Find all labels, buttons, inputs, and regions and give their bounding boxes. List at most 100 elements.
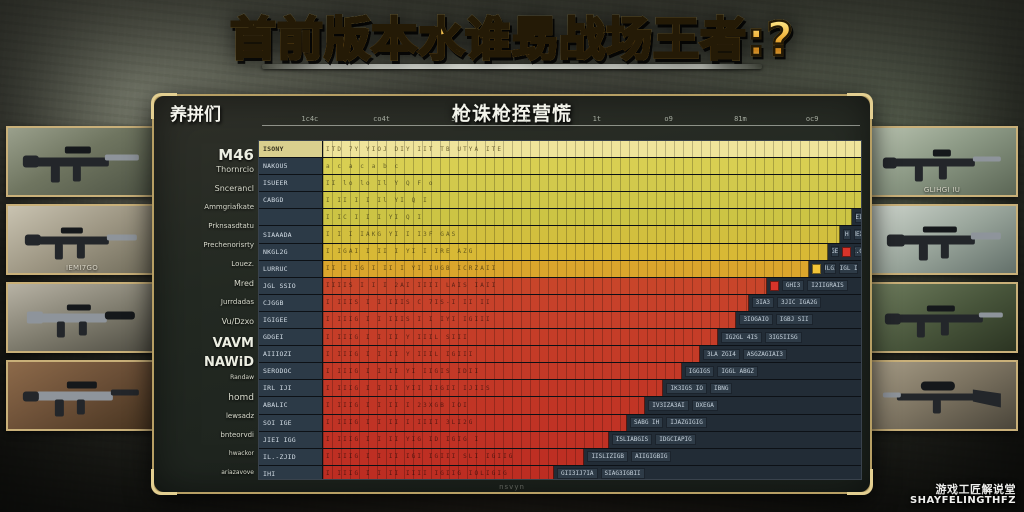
row-value-bar: II I IG I II I YI IUGB ICRZAII	[323, 260, 810, 277]
row-extra-cells: 3LA ZGI4 ASGZAGIAI3	[699, 346, 861, 363]
panel-title: 枪诛枪挃营慌	[451, 103, 572, 125]
weapon-thumbnail-column-left: IEMI7GO	[6, 126, 158, 431]
weapon-thumbnail-card[interactable]	[866, 282, 1018, 353]
bar-inline-text: I IIIG I I II YII IIGII IJIIS	[326, 384, 492, 392]
weapon-thumbnail-card[interactable]	[866, 360, 1018, 431]
row-name-cell: NAKOU5	[259, 158, 323, 175]
bar-inline-text: I I I IAKG YI I I3F GAS	[326, 231, 458, 239]
table-row[interactable]: SOI IGE I IIIG I I II I IIII 3LI2G SABG IH…	[259, 414, 861, 432]
table-row[interactable]: IL.-ZJID I IIIG I I II IGI IGIII SLI IGII…	[259, 448, 861, 466]
bar-inline-text: I IIIG I I II IGI IGIII SLI IGIIG	[326, 453, 515, 461]
panel-subtitle: 养拼们	[170, 105, 221, 125]
row-value-bar: a c a c a b c	[323, 158, 861, 175]
data-cell: IJAZGIGIG	[666, 417, 707, 429]
row-extra-cells: IV3IZA3AI DXEGA	[645, 397, 861, 414]
axis-tick: 81m	[734, 115, 747, 123]
data-cell: 3JIC IGA2G	[777, 297, 822, 309]
page-title: 首前版本水谁昮战场王者:?	[229, 3, 795, 69]
weapon-thumbnail-card[interactable]	[6, 360, 158, 431]
axis-tick: 1t	[592, 115, 602, 123]
data-cell: ASEIAC	[854, 211, 861, 223]
table-row[interactable]: I IC I I I YI Q I ASEIACI:RJ	[259, 209, 861, 227]
table-row[interactable]: IRL IJI I IIIG I I II YII IIGII IJIIS IK3I…	[259, 380, 861, 398]
sniper-scope-icon	[877, 367, 1009, 424]
gutter-label: Mred	[233, 279, 254, 288]
watermark-line-2: SHAYFELINGTHFZ	[909, 494, 1016, 506]
gutter-label: VAVM	[212, 336, 254, 351]
m4-carbine-icon	[877, 211, 1009, 268]
gutter-label: Jurrdadas	[220, 298, 254, 306]
corner-ornament-top-left	[151, 93, 177, 119]
table-row[interactable]: IHI I IIIG I I II IIII IGIIG IOLIGIG GII3I…	[259, 465, 861, 479]
data-cell: EWI.G5J	[853, 246, 861, 258]
data-cell: DXEGA	[691, 399, 718, 411]
row-name-cell: IHI	[259, 465, 323, 479]
assault-rifle-icon	[17, 367, 149, 424]
row-value-bar: IIIIS I I I 2AI IIII LAIS IAII	[323, 277, 767, 294]
weapon-thumbnail-card[interactable]	[6, 126, 158, 197]
gutter-label: M46	[218, 146, 254, 164]
smg-suppressed-icon	[17, 289, 149, 346]
data-cell: I2IIGRAIS	[807, 280, 848, 292]
row-name-cell: IGIGEE	[259, 311, 323, 329]
data-cell: IDGCIAPIG	[655, 434, 696, 446]
bar-inline-text: ITD 7Y YIOJ DIY IIT TB UTYA ITE	[326, 145, 504, 153]
row-name-cell: JGL SSIO	[259, 277, 323, 294]
gutter-label: homd	[228, 393, 254, 403]
row-value-bar: I IIIG I I II YI IIGIS IDII	[323, 363, 682, 380]
row-extra-cells: ISLIABGIS IDGCIAPIG	[608, 431, 861, 448]
data-cell: 3LA ZGI4	[702, 348, 740, 360]
axis-tick: 1c4c	[301, 115, 319, 123]
table-row[interactable]: AIIIOZI I IIIG I I II Y IIIL IGIII 3LA ZGI…	[259, 346, 861, 364]
bar-inline-text: I IGAI I II I YI I IRE AZG	[326, 248, 475, 256]
data-cell: IBNG	[709, 382, 733, 394]
rifle-red-dot-icon	[877, 133, 1009, 190]
table-row[interactable]: GDGEI I IIIG I I II Y IIIL SIII IG2GL 4IS 3…	[259, 329, 861, 347]
row-name-cell: CJGGB	[259, 294, 323, 311]
table-row[interactable]: IGIGEE I IIIG I I IIIS I I IYI IGIII 3IOGA…	[259, 311, 861, 330]
row-extra-cells: JLGI3BRIGL IJMG	[809, 260, 861, 277]
weapon-thumbnail-card[interactable]: IEMI7GO	[6, 204, 158, 275]
row-value-bar: I II I I Il YI Q I	[323, 192, 861, 209]
weapon-thumbnail-card[interactable]	[866, 204, 1018, 275]
data-cell: AIIGIGBIG	[630, 451, 672, 463]
bar-inline-text: II lo lo Il Y Q F o	[326, 179, 435, 187]
row-extra-cells: ASEIACI:RJ	[851, 209, 861, 226]
table-row[interactable]: ABALIC I IIIG I I II I 23XGB IOI IV3IZA3AI…	[259, 397, 861, 415]
weapon-thumbnail-card[interactable]: GLIHGI IU	[866, 126, 1018, 197]
data-cell: 3IOGAIO	[739, 314, 773, 326]
row-name-cell: ABALIC	[259, 397, 323, 414]
row-value-bar: I IIIG I I II I IIII 3LI2G	[323, 414, 627, 431]
row-name-cell: SOI IGE	[259, 414, 323, 431]
row-value-bar: I IIIG I I II Y IIIL SIII	[323, 329, 719, 346]
table-row[interactable]: JGL SSIO IIIIS I I I 2AI IIII LAIS IAII GH…	[259, 277, 861, 295]
chart-axis: 1c4c co4t 5 q 1t o9 81m oc9	[262, 115, 860, 137]
table-row[interactable]: CJGGB I IIIS I I IIIS C 7IS-I II II 3IA3 3J…	[259, 294, 861, 312]
row-value-bar: I I I IAKG YI I I3F GAS	[323, 226, 840, 243]
data-cell: SABG IH	[630, 417, 664, 429]
bar-inline-text: I IIIG I I II IIII IGIIG IOLIGIG	[326, 470, 509, 478]
row-extra-cells: SABG IH IJAZGIGIG	[627, 414, 861, 431]
table-row[interactable]: JIEI IGG I IIIG I I II YIG ID IGIG I ISLIA…	[259, 431, 861, 449]
row-value-bar: I IIIG I I IIIS I I IYI IGIII	[323, 311, 737, 329]
weapon-thumbnail-card[interactable]	[6, 282, 158, 353]
bar-inline-text: I IIIG I I IIIS I I IYI IGIII	[326, 316, 492, 324]
status-badge-yellow	[812, 263, 822, 274]
row-value-bar: I IIIG I I II IIII IGIIG IOLIGIG	[323, 465, 555, 479]
gutter-label: ariazavove	[221, 469, 254, 476]
gutter-label: Prknsasdtatu	[208, 222, 254, 230]
bar-inline-text: II I IG I II I YI IUGB ICRZAII	[326, 265, 498, 273]
table-row[interactable]: SERODOC I IIIG I I II YI IIGIS IDII IGGIGS…	[259, 363, 861, 381]
gutter-label: NAWiD	[204, 355, 254, 370]
row-extra-cells: IGGIGS IGGL ABGZ	[681, 363, 861, 380]
corner-ornament-bottom-left	[151, 469, 177, 495]
data-cell: 3IG5IISG	[764, 331, 802, 343]
